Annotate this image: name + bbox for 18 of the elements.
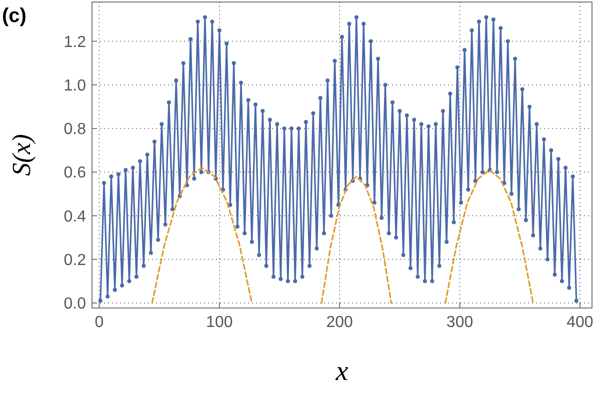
y-tick-label: 1.2: [64, 34, 86, 51]
chart-title: (c): [2, 5, 26, 27]
y-tick-label: 1.0: [64, 77, 86, 94]
y-axis-title: S(x): [7, 134, 36, 176]
y-tick-label: 0.0: [64, 296, 86, 313]
line-series: [151, 166, 253, 304]
x-tick-label: 0: [94, 314, 104, 331]
line-series: [444, 169, 534, 304]
x-tick-label: 400: [566, 314, 594, 331]
y-tick-label: 0.4: [64, 208, 86, 226]
x-tick-label: 300: [446, 314, 474, 331]
x-axis-title: x: [334, 356, 349, 387]
x-tick-label: 100: [206, 314, 233, 331]
line-series: [320, 176, 392, 304]
y-tick-label: 0.2: [64, 252, 86, 269]
x-tick-label: 200: [326, 314, 354, 331]
y-tick-label: 0.8: [64, 121, 86, 138]
y-tick-label: 0.6: [64, 164, 86, 182]
